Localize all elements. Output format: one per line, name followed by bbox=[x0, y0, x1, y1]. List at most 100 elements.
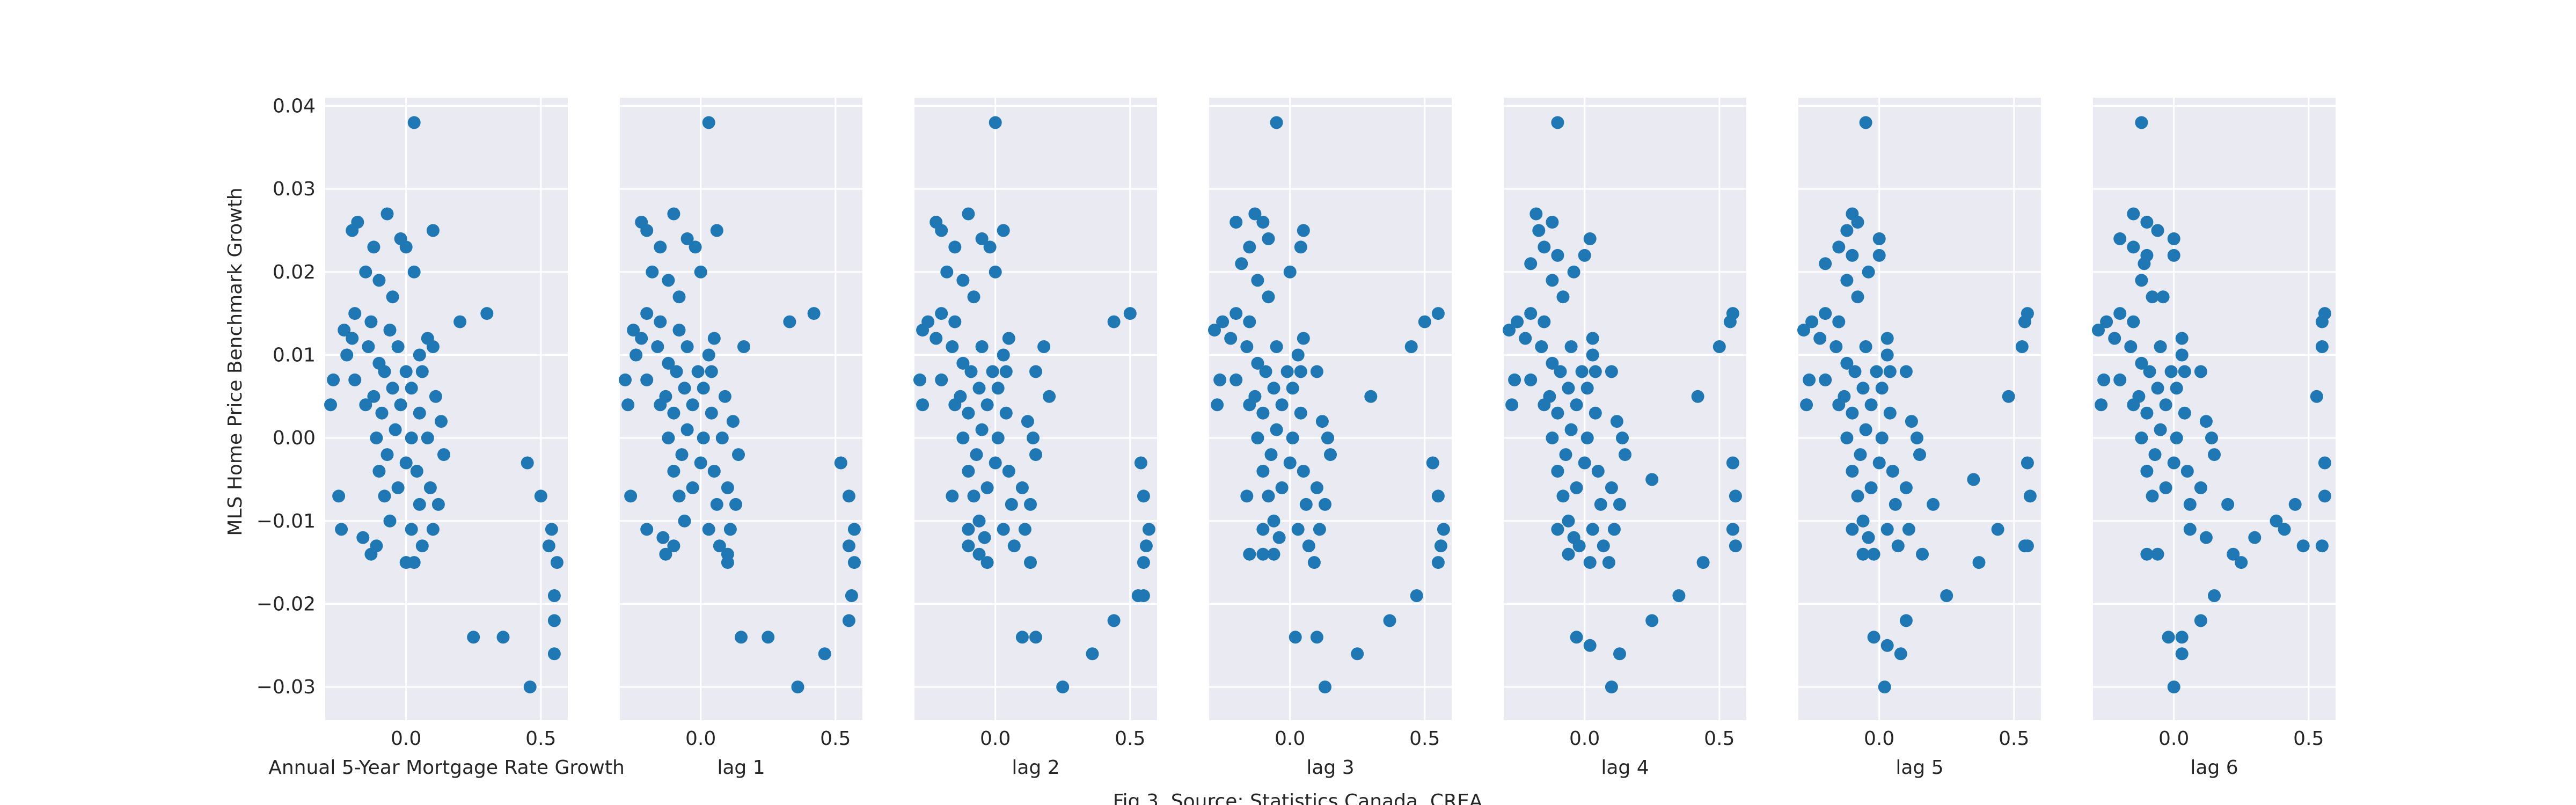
data-point bbox=[1875, 431, 1889, 445]
data-point bbox=[1883, 406, 1897, 420]
data-point bbox=[1294, 240, 1307, 254]
y-tick-label: 0.00 bbox=[273, 427, 316, 449]
data-point bbox=[346, 332, 359, 345]
x-tick-label: 0.5 bbox=[1115, 728, 1145, 750]
data-point bbox=[989, 265, 1002, 279]
data-point bbox=[407, 265, 421, 279]
data-point bbox=[2318, 489, 2331, 503]
data-point bbox=[956, 356, 970, 370]
data-point bbox=[1886, 465, 1899, 478]
x-axis-label: lag 3 bbox=[1306, 757, 1354, 779]
data-point bbox=[1007, 539, 1021, 553]
data-point bbox=[1131, 589, 1145, 602]
data-point bbox=[391, 481, 405, 494]
data-point bbox=[1123, 307, 1137, 320]
scatter-panel-4: 0.0 0.5 lag 3 bbox=[1208, 98, 1452, 779]
data-point bbox=[1431, 489, 1445, 503]
data-point bbox=[2310, 390, 2323, 403]
data-point bbox=[1213, 373, 1227, 386]
data-point bbox=[1524, 257, 1538, 270]
data-point bbox=[1729, 489, 1742, 503]
x-tick-label: 0.0 bbox=[980, 728, 1011, 750]
data-point bbox=[1878, 680, 1891, 694]
data-point bbox=[1899, 481, 1913, 494]
data-point bbox=[980, 481, 994, 494]
data-point bbox=[1819, 307, 1832, 320]
x-tick-label: 0.0 bbox=[1275, 728, 1305, 750]
data-point bbox=[1256, 523, 1270, 536]
data-point bbox=[991, 382, 1005, 395]
data-point bbox=[2159, 398, 2172, 412]
data-point bbox=[1713, 340, 1726, 353]
x-tick-label: 0.0 bbox=[1569, 728, 1600, 750]
data-point bbox=[1729, 539, 1742, 553]
data-point bbox=[1848, 365, 1862, 378]
data-point bbox=[962, 539, 975, 553]
data-point bbox=[818, 647, 831, 661]
data-point bbox=[948, 240, 962, 254]
data-point bbox=[2124, 340, 2138, 353]
data-point bbox=[940, 265, 954, 279]
data-point bbox=[972, 382, 986, 395]
data-point bbox=[1027, 431, 1040, 445]
data-point bbox=[1134, 456, 1147, 470]
data-point bbox=[1800, 398, 1813, 412]
data-point bbox=[1437, 523, 1450, 536]
data-point bbox=[702, 348, 715, 362]
data-point bbox=[521, 456, 534, 470]
data-point bbox=[2318, 456, 2331, 470]
data-point bbox=[1607, 523, 1621, 536]
data-point bbox=[1578, 456, 1591, 470]
data-point bbox=[1583, 556, 1597, 569]
data-point bbox=[1248, 207, 1262, 221]
data-point bbox=[1856, 547, 1870, 561]
data-point bbox=[1243, 398, 1256, 412]
data-point bbox=[667, 406, 680, 420]
data-point bbox=[1864, 481, 1878, 494]
x-axis-label: lag 5 bbox=[1896, 757, 1943, 779]
data-point bbox=[732, 448, 745, 462]
data-point bbox=[2194, 481, 2207, 494]
data-point bbox=[2135, 116, 2148, 129]
data-point bbox=[2208, 448, 2221, 462]
data-point bbox=[534, 489, 547, 503]
data-point bbox=[1524, 373, 1538, 386]
data-point bbox=[1086, 647, 1099, 661]
x-tick-label: 0.5 bbox=[1704, 728, 1735, 750]
data-point bbox=[407, 556, 421, 569]
data-point bbox=[1605, 365, 1618, 378]
data-point bbox=[496, 631, 510, 644]
data-point bbox=[962, 207, 975, 221]
data-point bbox=[1235, 257, 1248, 270]
data-point bbox=[1726, 456, 1739, 470]
data-point bbox=[2135, 431, 2148, 445]
x-axis-label: Annual 5-Year Mortgage Rate Growth bbox=[268, 757, 625, 779]
data-point bbox=[1859, 340, 1872, 353]
data-point bbox=[1864, 398, 1878, 412]
data-point bbox=[1029, 448, 1042, 462]
data-point bbox=[1264, 448, 1278, 462]
data-point bbox=[1872, 456, 1886, 470]
data-point bbox=[956, 431, 970, 445]
data-point bbox=[2146, 489, 2159, 503]
data-point bbox=[1905, 415, 1918, 428]
data-point bbox=[913, 373, 926, 386]
data-point bbox=[2140, 547, 2154, 561]
data-point bbox=[980, 556, 994, 569]
data-point bbox=[2015, 340, 2029, 353]
data-point bbox=[1029, 365, 1042, 378]
data-point bbox=[2170, 431, 2183, 445]
data-point bbox=[1503, 324, 1516, 337]
data-point bbox=[2092, 324, 2105, 337]
data-point bbox=[1862, 531, 1875, 544]
data-point bbox=[1426, 456, 1439, 470]
data-point bbox=[1283, 265, 1297, 279]
data-point bbox=[1024, 556, 1037, 569]
scatter-panel-5: 0.0 0.5 lag 4 bbox=[1503, 98, 1746, 779]
data-point bbox=[429, 390, 442, 403]
data-point bbox=[1002, 332, 1015, 345]
data-point bbox=[1723, 315, 1737, 328]
data-point bbox=[962, 406, 975, 420]
data-point bbox=[1911, 431, 1923, 445]
